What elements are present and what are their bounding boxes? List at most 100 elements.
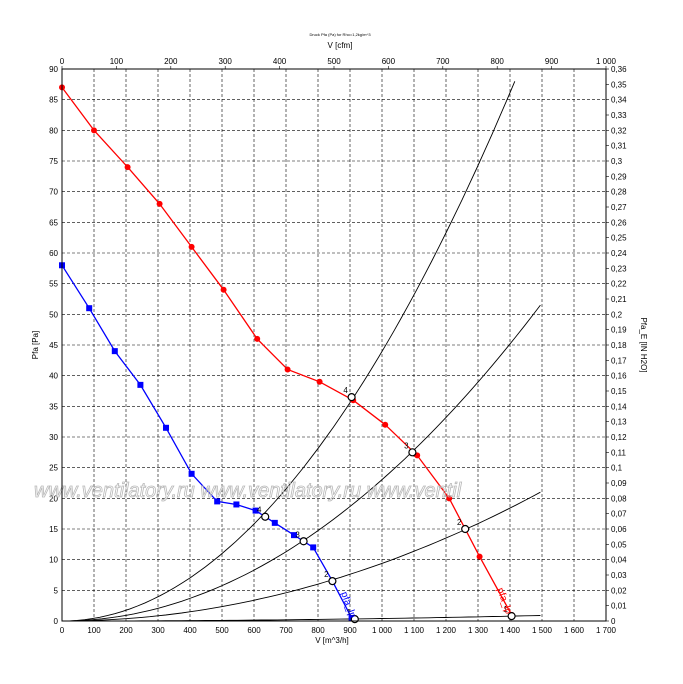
operating-point (328, 577, 337, 586)
series-point-0 (254, 335, 261, 342)
series-point-0 (156, 200, 163, 207)
series-point-1 (86, 305, 93, 312)
y-left-tick-label: 75 (49, 157, 58, 166)
y-right-tick-label: 0,09 (611, 479, 627, 488)
x-bottom-tick-label: 800 (311, 626, 325, 635)
y-right-tick-label: 0,26 (611, 218, 627, 227)
x-bottom-tick-label: 500 (215, 626, 229, 635)
y-left-tick-label: 55 (49, 280, 58, 289)
x-bottom-tick-label: 600 (247, 626, 261, 635)
y-left-tick-label: 90 (49, 65, 58, 74)
operating-point (461, 524, 470, 534)
operating-point-label: 1 (347, 608, 352, 617)
operating-point-label: 4 (257, 506, 262, 515)
y-right-tick-label: 0,29 (611, 172, 627, 181)
y-left-tick-label: 15 (49, 525, 58, 534)
x-top-tick-label: 400 (273, 57, 287, 66)
y-left-tick-label: 20 (49, 494, 58, 503)
series-point-1 (271, 519, 278, 526)
x-bottom-tick-label: 200 (119, 626, 133, 635)
operating-point-label: 4 (343, 386, 348, 395)
y-right-tick-label: 0,02 (611, 586, 627, 595)
series-point-1 (233, 501, 240, 508)
series-point-1 (137, 381, 144, 388)
y-left-tick-label: 5 (54, 586, 59, 595)
fan-curves (59, 84, 515, 621)
system-curve (62, 491, 541, 622)
y-left-tick-label: 10 (49, 556, 58, 565)
x-top-tick-label: 300 (219, 57, 233, 66)
y-right-tick-label: 0,06 (611, 525, 627, 534)
y-right-tick-label: 0,05 (611, 540, 627, 549)
y-right-tick-label: 0 (611, 617, 616, 626)
watermark: www.ventilatory.ru www.ventilatory.ru ww… (34, 480, 462, 502)
y-right-tick-label: 0,14 (611, 402, 627, 411)
y-right-tick-label: 0,2 (611, 310, 623, 319)
series-point-0 (124, 164, 131, 171)
x-bottom-tick-label: 1 100 (404, 626, 425, 635)
y-left-tick-label: 30 (49, 433, 58, 442)
series-line-1 (61, 264, 353, 619)
y-right-tick-label: 0,21 (611, 295, 627, 304)
x-top-tick-label: 500 (327, 57, 341, 66)
y-right-tick-label: 0,13 (611, 418, 627, 427)
y-right-tick-label: 0,15 (611, 387, 627, 396)
y-left-axis-title: Pfa [Pa] (31, 331, 40, 359)
y-right-tick-label: 0,08 (611, 494, 627, 503)
y-right-tick-label: 0,16 (611, 372, 627, 381)
y-right-tick-label: 0,31 (611, 142, 627, 151)
y-right-tick-label: 0,19 (611, 326, 627, 335)
x-bottom-tick-label: 1 500 (532, 626, 553, 635)
operating-point-label: 2 (324, 570, 329, 579)
operating-point (347, 393, 356, 402)
y-left-tick-label: 35 (49, 402, 58, 411)
y-right-tick-label: 0,23 (611, 264, 627, 273)
y-right-tick-label: 0,28 (611, 188, 627, 197)
x-bottom-tick-label: 700 (279, 626, 293, 635)
series-point-0 (382, 421, 389, 428)
x-top-axis-title: V [cfm] (328, 41, 353, 50)
x-top-tick-label: 800 (491, 57, 505, 66)
operating-point (299, 537, 308, 546)
system-curve (61, 81, 516, 622)
operating-point (408, 448, 417, 457)
x-bottom-tick-label: 100 (87, 626, 101, 635)
y-right-tick-label: 0,35 (611, 80, 627, 89)
y-right-tick-label: 0,18 (611, 341, 627, 350)
y-left-tick-label: 60 (49, 249, 58, 258)
y-right-tick-label: 0,32 (611, 126, 627, 135)
x-top-tick-label: 1 000 (596, 57, 617, 66)
series-point-1 (310, 544, 317, 551)
series-point-0 (284, 366, 291, 373)
operating-point-label: 3 (404, 441, 409, 450)
series-point-1 (291, 532, 297, 539)
operating-point-label: 2 (457, 518, 462, 527)
y-left-tick-label: 50 (49, 310, 58, 319)
operating-point (507, 611, 516, 621)
system-curves (61, 81, 541, 622)
tick-labels: 0 100 200 300 400 500 600 700 800 900 1 000 1 100 1 … (49, 57, 627, 635)
y-right-tick-label: 0,1 (611, 464, 623, 473)
x-top-tick-label: 700 (436, 57, 450, 66)
y-right-tick-label: 0,27 (611, 203, 627, 212)
y-left-tick-label: 40 (49, 372, 58, 381)
series-point-0 (220, 286, 227, 293)
x-bottom-tick-label: 1 600 (564, 626, 585, 635)
y-right-tick-label: 0,3 (611, 157, 623, 166)
y-left-tick-label: 80 (49, 126, 58, 135)
x-top-tick-label: 200 (164, 57, 178, 66)
y-right-tick-label: 0,34 (611, 96, 627, 105)
chart-title: Druck Pfa (Pa) for Rho=1,2kg/m^3 (309, 32, 371, 37)
operating-point-label: 3 (295, 530, 300, 539)
x-bottom-tick-label: 300 (151, 626, 165, 635)
x-bottom-tick-label: 1 300 (468, 626, 489, 635)
plot-frame (61, 68, 607, 622)
x-top-tick-label: 600 (382, 57, 396, 66)
x-bottom-tick-label: 1 700 (596, 626, 617, 635)
y-right-tick-label: 0,12 (611, 433, 627, 442)
y-right-axis-title: Pfa_E [IN H2O] (639, 317, 648, 372)
y-right-tick-label: 0,33 (611, 111, 627, 120)
series-point-1 (252, 507, 259, 514)
y-right-tick-label: 0,36 (611, 65, 627, 74)
